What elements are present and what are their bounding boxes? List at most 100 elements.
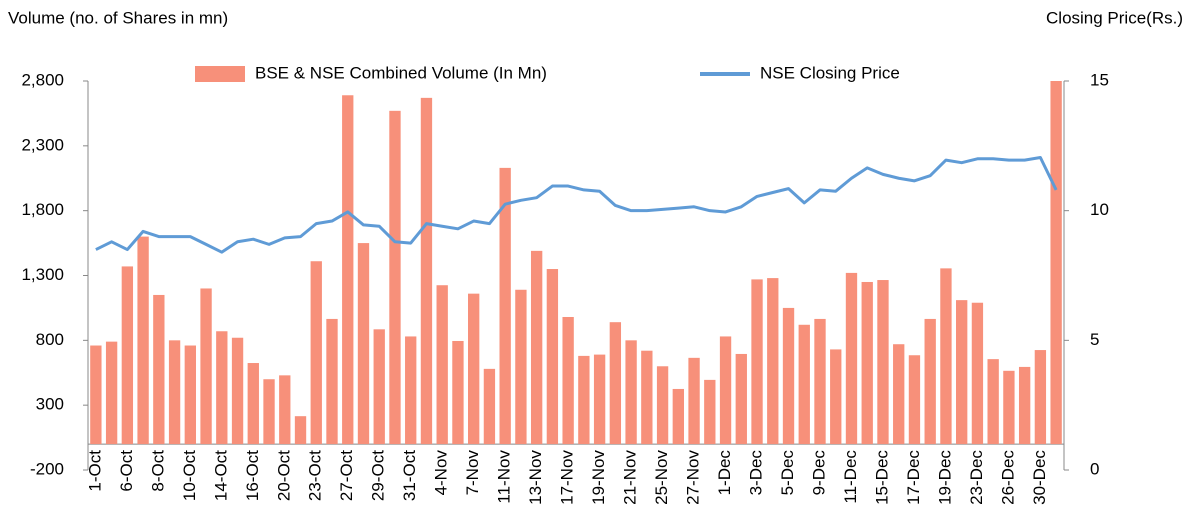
bar bbox=[625, 340, 637, 445]
x-tick-label: 16-Oct bbox=[243, 450, 262, 501]
bar bbox=[893, 344, 905, 445]
bar bbox=[420, 97, 433, 445]
y2-tick-label: 5 bbox=[1090, 330, 1099, 349]
bar bbox=[782, 307, 795, 445]
bar bbox=[830, 349, 842, 445]
bar bbox=[735, 353, 747, 445]
bar bbox=[483, 368, 496, 445]
x-tick-label: 26-Dec bbox=[998, 450, 1017, 505]
x-tick-label: 17-Dec bbox=[904, 450, 923, 505]
bar bbox=[578, 355, 590, 445]
bar bbox=[593, 354, 606, 445]
bar bbox=[200, 288, 212, 445]
bar bbox=[326, 318, 338, 445]
bar bbox=[137, 236, 149, 445]
bar bbox=[845, 272, 858, 445]
bar bbox=[704, 379, 716, 445]
bar bbox=[310, 261, 322, 445]
x-tick-label: 27-Nov bbox=[684, 450, 703, 505]
bar bbox=[719, 336, 732, 445]
x-tick-label: 17-Nov bbox=[558, 450, 577, 505]
x-tick-label: 21-Nov bbox=[621, 450, 640, 505]
x-tick-label: 23-Dec bbox=[967, 450, 986, 505]
y-tick-label: 2,300 bbox=[21, 135, 64, 154]
bar bbox=[216, 331, 228, 445]
bar bbox=[405, 336, 417, 445]
x-tick-label: 19-Dec bbox=[935, 450, 954, 505]
x-tick-label: 15-Dec bbox=[872, 450, 891, 505]
bar bbox=[530, 250, 543, 445]
y-axis-title: Volume (no. of Shares in mn) bbox=[8, 8, 228, 27]
legend-swatch bbox=[195, 66, 245, 82]
x-tick-label: 5-Dec bbox=[778, 450, 797, 496]
bar bbox=[688, 357, 700, 445]
y-tick-label: -200 bbox=[30, 459, 64, 478]
y-tick-label: 1,800 bbox=[21, 200, 64, 219]
x-tick-label: 1-Oct bbox=[85, 450, 104, 492]
bar bbox=[908, 355, 921, 445]
bar bbox=[940, 268, 952, 445]
bar bbox=[468, 293, 480, 445]
legend-label: BSE & NSE Combined Volume (In Mn) bbox=[255, 63, 547, 82]
x-tick-label: 29-Oct bbox=[369, 450, 388, 501]
x-tick-label: 27-Oct bbox=[337, 450, 356, 501]
bar bbox=[609, 322, 622, 445]
y2-tick-label: 0 bbox=[1090, 459, 1099, 478]
bar bbox=[452, 340, 464, 445]
bar bbox=[153, 294, 165, 445]
x-tick-label: 8-Oct bbox=[148, 450, 167, 492]
y-tick-label: 1,300 bbox=[21, 265, 64, 284]
x-tick-label: 23-Oct bbox=[306, 450, 325, 501]
y-tick-label: 2,800 bbox=[21, 70, 64, 89]
bar bbox=[672, 388, 684, 445]
bar bbox=[515, 289, 527, 445]
bar bbox=[436, 285, 448, 445]
x-tick-label: 25-Nov bbox=[652, 450, 671, 505]
bar bbox=[263, 379, 275, 445]
bar bbox=[656, 366, 669, 445]
y-tick-label: 800 bbox=[36, 330, 64, 349]
bar bbox=[924, 318, 936, 445]
bar bbox=[751, 279, 763, 445]
bar bbox=[247, 363, 259, 445]
bar bbox=[562, 316, 574, 445]
bar bbox=[279, 375, 291, 445]
bar bbox=[357, 243, 370, 445]
bar bbox=[877, 280, 889, 445]
y-tick-label: 300 bbox=[36, 395, 64, 414]
bar bbox=[294, 416, 307, 445]
bar bbox=[105, 341, 118, 445]
x-tick-label: 13-Nov bbox=[526, 450, 545, 505]
bar bbox=[1050, 81, 1062, 445]
x-tick-label: 7-Nov bbox=[463, 450, 482, 496]
bar bbox=[184, 345, 196, 445]
bar bbox=[389, 110, 401, 445]
bar bbox=[1018, 366, 1031, 445]
bar bbox=[342, 95, 354, 445]
x-tick-label: 31-Oct bbox=[400, 450, 419, 501]
bar bbox=[956, 300, 968, 445]
x-tick-label: 6-Oct bbox=[117, 450, 136, 492]
x-tick-label: 10-Oct bbox=[180, 450, 199, 501]
legend-label: NSE Closing Price bbox=[760, 63, 900, 82]
x-tick-label: 30-Dec bbox=[1030, 450, 1049, 505]
line bbox=[95, 156, 1058, 254]
bar bbox=[499, 167, 511, 445]
x-tick-label: 3-Dec bbox=[747, 450, 766, 496]
y2-tick-label: 15 bbox=[1090, 70, 1109, 89]
x-tick-label: 11-Dec bbox=[841, 450, 860, 504]
x-tick-label: 19-Nov bbox=[589, 450, 608, 505]
bar bbox=[121, 266, 134, 445]
bar bbox=[373, 329, 385, 445]
x-tick-label: 20-Oct bbox=[274, 450, 293, 501]
bar bbox=[1034, 350, 1047, 445]
bar bbox=[1003, 370, 1015, 445]
bar bbox=[231, 337, 244, 445]
bar bbox=[798, 324, 810, 445]
x-tick-label: 4-Nov bbox=[432, 450, 451, 496]
y2-tick-label: 10 bbox=[1090, 200, 1109, 219]
bar bbox=[546, 269, 559, 445]
bar bbox=[987, 359, 999, 445]
x-tick-label: 14-Oct bbox=[211, 450, 230, 501]
